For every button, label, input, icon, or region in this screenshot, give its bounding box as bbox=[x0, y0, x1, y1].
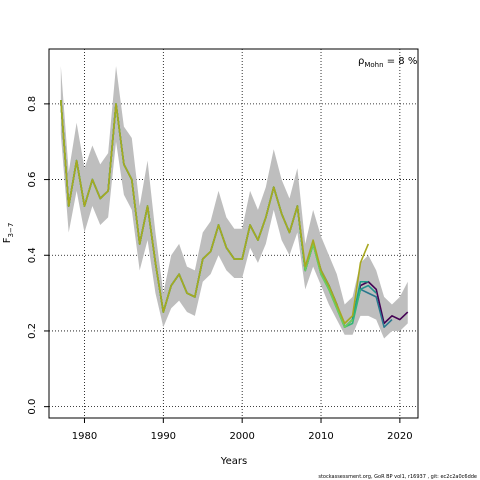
rho-value: = 8 % bbox=[384, 56, 418, 67]
y-axis-title-main: F bbox=[2, 237, 13, 243]
y-tick-label: 0.0 bbox=[27, 399, 38, 415]
footer-credit: stockassessment.org, GoR BP vol1, r16937… bbox=[318, 474, 477, 480]
y-tick-label: 0.4 bbox=[27, 247, 38, 263]
x-tick-label: 1990 bbox=[151, 431, 176, 442]
x-tick-label: 2020 bbox=[387, 431, 412, 442]
x-axis-title: Years bbox=[220, 456, 247, 467]
x-tick-label: 2000 bbox=[229, 431, 254, 442]
x-tick-label: 2010 bbox=[308, 431, 333, 442]
series-lines-group bbox=[60, 100, 409, 328]
series-line-7 bbox=[60, 100, 370, 325]
y-tick-label: 0.6 bbox=[27, 172, 38, 188]
y-tick-label: 0.2 bbox=[27, 323, 38, 339]
x-tick-label: 1980 bbox=[72, 431, 97, 442]
y-axis-title: F3−7 bbox=[2, 223, 15, 244]
rho-symbol: ρ bbox=[358, 56, 364, 67]
mohn-rho-annotation: ρMohn = 8 % bbox=[358, 56, 417, 69]
axes: 1980 1990 2000 2010 2020 0.0 0.2 0.4 0.6 0.8 bbox=[27, 96, 413, 442]
y-axis-title-sub: 3−7 bbox=[7, 223, 15, 238]
y-tick-label: 0.8 bbox=[27, 96, 38, 112]
plot-frame bbox=[48, 48, 419, 419]
rho-subscript: Mohn bbox=[364, 61, 383, 69]
